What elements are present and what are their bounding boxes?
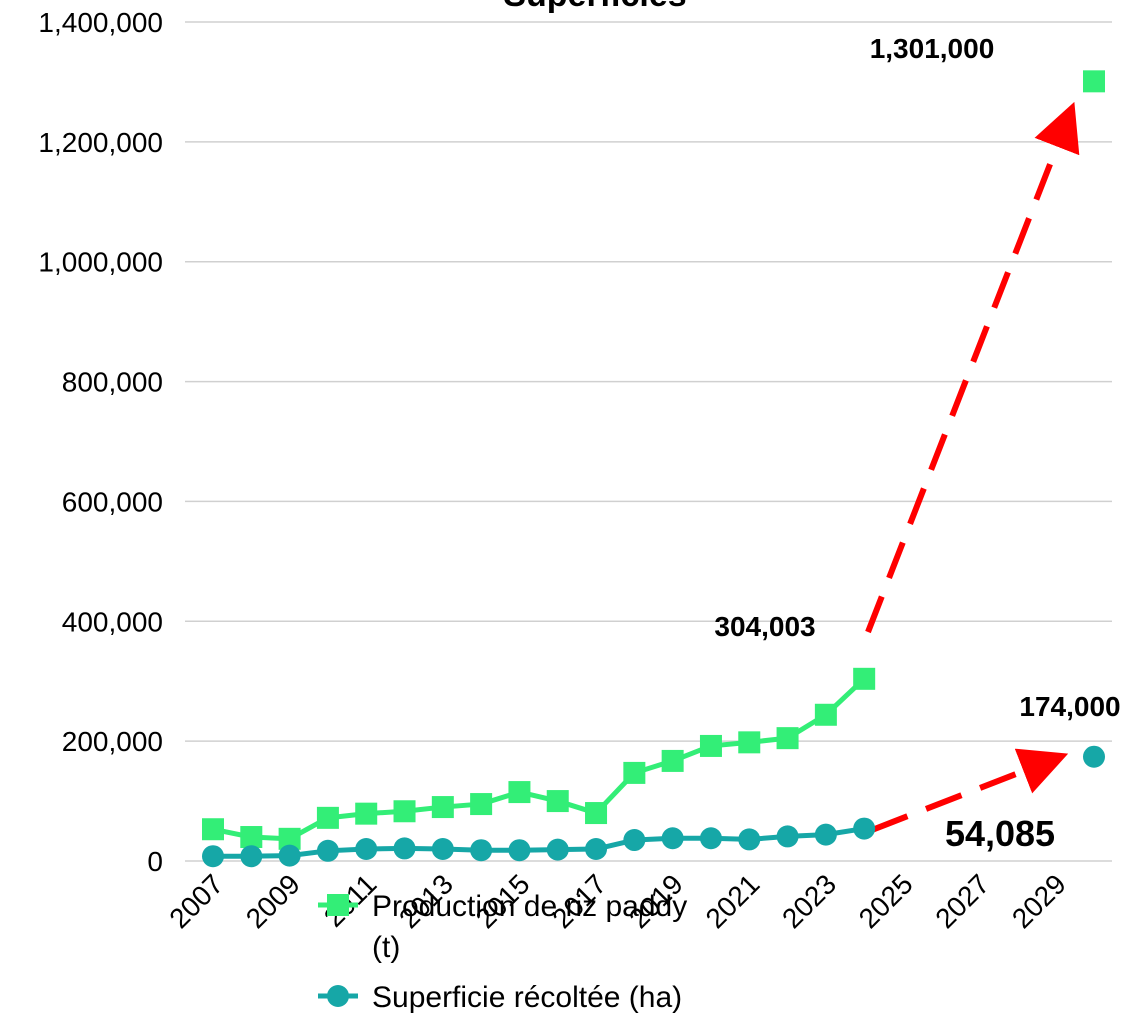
annotations: 304,003 54,085 [714, 611, 1055, 854]
y-tick-label: 1,000,000 [38, 247, 163, 278]
data-point [316, 839, 339, 862]
data-point [508, 781, 531, 804]
series-line-0 [212, 676, 866, 842]
x-tick-label: 2009 [240, 868, 306, 934]
chart-title: Superficies [503, 0, 686, 14]
data-point [202, 845, 224, 868]
y-tick-label: 400,000 [62, 606, 163, 637]
data-point [853, 817, 876, 840]
data-point [278, 827, 301, 850]
x-tick-label: 2021 [700, 868, 766, 934]
x-tick-label: 2027 [929, 868, 995, 934]
data-point [814, 823, 837, 846]
x-tick-label: 2029 [1006, 868, 1072, 934]
data-point [278, 844, 301, 867]
target-label-superficie: 174,000 [1019, 691, 1120, 722]
data-point [699, 827, 722, 850]
data-point [623, 829, 646, 852]
legend: Production de riz paddy (t) Superficie r… [318, 890, 687, 1014]
y-tick-label: 1,200,000 [38, 127, 163, 158]
legend-marker-superficie [327, 985, 349, 1007]
legend-label-superficie: Superficie récoltée (ha) [372, 981, 682, 1014]
series [202, 70, 1105, 868]
projection-arrow-superficie [870, 748, 1069, 833]
y-axis-ticks: 0 200,000 400,000 600,000 800,000 1,000,000 1,… [38, 7, 163, 877]
data-point [585, 802, 608, 825]
y-tick-label: 800,000 [62, 367, 163, 398]
target-label-production: 1,301,000 [870, 33, 995, 64]
projection-arrows [865, 101, 1080, 833]
legend-label-production-1: Production de riz paddy [372, 890, 687, 923]
data-point [393, 800, 416, 823]
y-tick-label: 0 [147, 846, 163, 877]
data-point [623, 761, 646, 784]
data-point [240, 826, 263, 849]
data-point [738, 828, 761, 851]
data-point [508, 839, 531, 862]
data-point [853, 667, 876, 690]
gridlines [185, 21, 1112, 862]
data-point [240, 845, 263, 868]
data-point [776, 825, 799, 848]
data-point [661, 749, 684, 772]
target-point-0 [1083, 70, 1105, 93]
y-tick-label: 200,000 [62, 726, 163, 757]
data-point [393, 837, 416, 860]
legend-entry-production: Production de riz paddy (t) [318, 890, 687, 964]
legend-label-production-2: (t) [372, 931, 400, 964]
data-point [738, 731, 761, 754]
data-point [546, 838, 569, 861]
data-point [470, 793, 493, 816]
y-tick-label: 1,400,000 [38, 7, 163, 38]
y-tick-label: 600,000 [62, 486, 163, 517]
legend-entry-superficie: Superficie récoltée (ha) [318, 981, 682, 1014]
data-point [776, 727, 799, 750]
legend-marker-production [327, 894, 349, 916]
target-point-1 [1083, 745, 1105, 768]
data-point [814, 703, 837, 726]
projection-arrow-production [865, 101, 1080, 634]
data-point [316, 806, 339, 829]
data-point [355, 838, 378, 861]
data-point [661, 827, 684, 850]
annotation-production-2024: 304,003 [714, 611, 815, 642]
data-point [699, 734, 722, 757]
data-point [431, 796, 454, 819]
x-tick-label: 2007 [163, 868, 229, 934]
annotation-superficie-2024: 54,085 [945, 813, 1055, 854]
data-point [546, 790, 569, 813]
data-point [585, 838, 608, 861]
data-point [355, 802, 378, 825]
data-point [202, 818, 224, 841]
data-point [431, 838, 454, 861]
data-point [470, 839, 493, 862]
series-line-1 [213, 826, 865, 859]
target-labels: 1,301,000 174,000 [870, 33, 1121, 722]
x-tick-label: 2023 [776, 868, 842, 934]
x-tick-label: 2025 [853, 868, 919, 934]
